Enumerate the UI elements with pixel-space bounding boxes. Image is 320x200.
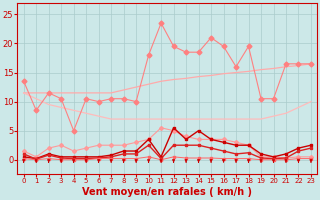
- X-axis label: Vent moyen/en rafales ( km/h ): Vent moyen/en rafales ( km/h ): [82, 187, 252, 197]
